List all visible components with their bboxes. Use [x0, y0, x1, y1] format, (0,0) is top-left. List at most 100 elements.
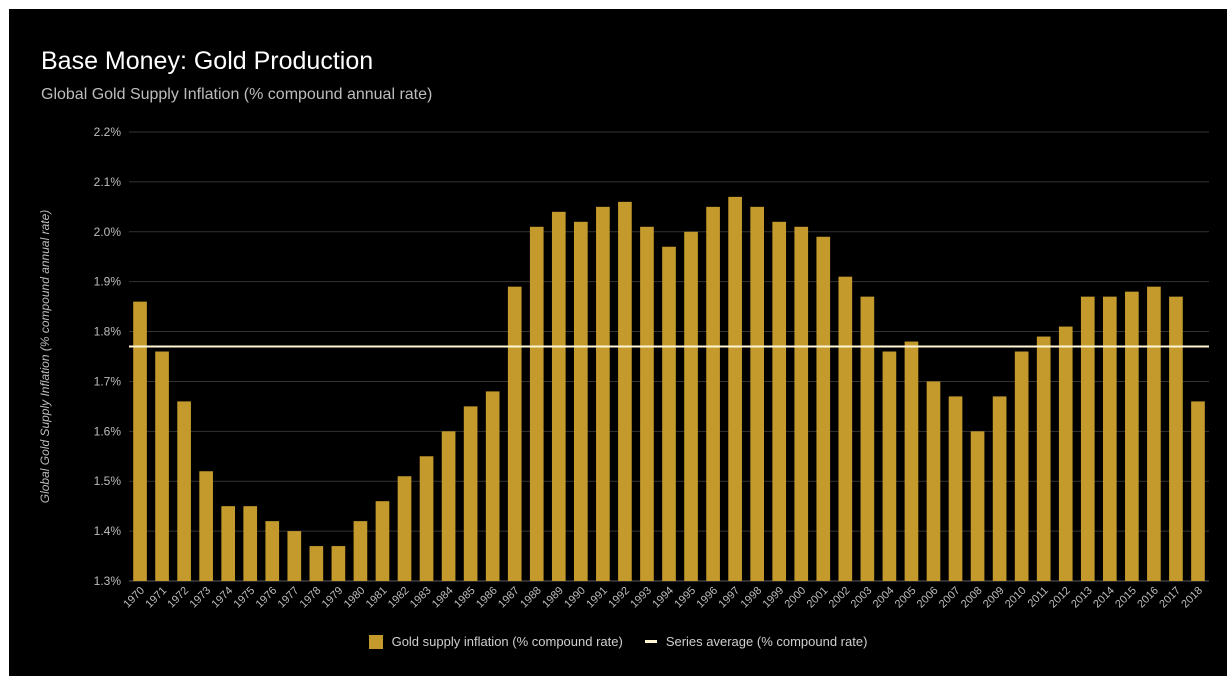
x-tick-label: 1996: [694, 585, 720, 611]
bar: [904, 341, 919, 581]
x-tick-label: 2005: [893, 585, 919, 611]
legend-item-bars[interactable]: Gold supply inflation (% compound rate): [368, 634, 623, 649]
bar-chart: 1.3% 1.4% 1.5% 1.6% 1.7% 1.8% 1.9% 2.0% 2.1% 2.2%…: [38, 125, 1209, 611]
x-tick-label: 2001: [805, 585, 831, 611]
y-tick-label: 1.3%: [94, 574, 122, 588]
bar: [1036, 336, 1051, 581]
x-tick-label: 2007: [937, 585, 963, 611]
x-tick-label: 1985: [452, 585, 478, 611]
bar: [1169, 296, 1183, 581]
bar: [507, 286, 522, 581]
bar: [618, 201, 632, 581]
bar: [1191, 401, 1205, 581]
x-tick-label: 2003: [849, 585, 875, 611]
x-tick-label: 2012: [1047, 585, 1073, 611]
bar: [287, 531, 302, 581]
y-tick-label: 1.4%: [94, 524, 122, 538]
x-tick-label: 1993: [628, 585, 654, 611]
x-tick-label: 1986: [474, 585, 500, 611]
x-tick-label: 1972: [165, 585, 191, 611]
bar: [309, 546, 324, 581]
bar: [838, 276, 853, 581]
bar: [375, 501, 390, 581]
bar: [1058, 326, 1073, 581]
bar: [199, 471, 213, 581]
bar: [750, 206, 764, 582]
bar: [926, 381, 941, 581]
bar: [155, 351, 169, 581]
bar: [1014, 351, 1029, 581]
y-tick-label: 1.9%: [94, 275, 122, 289]
y-tick-label: 1.7%: [94, 374, 122, 388]
bar: [640, 226, 654, 582]
bar: [551, 211, 566, 582]
bar: [970, 431, 985, 581]
x-tick-label: 1995: [672, 585, 698, 611]
bar: [948, 396, 963, 581]
y-tick-label: 1.5%: [94, 474, 122, 488]
x-tick-label: 1975: [232, 585, 258, 611]
y-tick-label: 2.0%: [94, 225, 122, 239]
x-tick-label: 2010: [1003, 585, 1029, 611]
chart-subtitle: Global Gold Supply Inflation (% compound…: [41, 86, 433, 103]
bar: [265, 521, 280, 581]
x-tick-label: 2006: [915, 585, 941, 611]
x-tick-label: 1994: [650, 585, 676, 611]
bar: [794, 226, 809, 582]
x-tick-label: 1998: [738, 585, 764, 611]
x-tick-label: 1974: [210, 585, 236, 611]
x-tick-label: 2016: [1135, 585, 1161, 611]
y-tick-label: 1.6%: [94, 424, 122, 438]
x-tick-label: 2013: [1069, 585, 1095, 611]
x-tick-label: 1976: [254, 585, 280, 611]
y-tick-label: 1.8%: [94, 325, 122, 339]
bar: [706, 206, 720, 582]
x-tick-label: 2017: [1157, 585, 1183, 611]
x-tick-label: 2008: [959, 585, 985, 611]
x-tick-label: 1978: [298, 585, 324, 611]
bar: [574, 221, 588, 582]
x-tick-label: 1981: [364, 585, 390, 611]
x-tick-label: 2004: [871, 585, 897, 611]
x-tick-label: 1983: [408, 585, 434, 611]
bar: [353, 521, 368, 581]
bar: [177, 401, 191, 581]
x-tick-label: 1999: [761, 585, 787, 611]
x-tick-label: 1988: [518, 585, 544, 611]
x-tick-label: 1992: [606, 585, 632, 611]
bar: [419, 456, 434, 581]
bar: [441, 431, 456, 581]
bar: [1147, 286, 1161, 581]
x-tick-label: 1979: [320, 585, 346, 611]
x-tick-label: 1989: [540, 585, 566, 611]
x-tick-label: 1984: [430, 585, 456, 611]
bar: [728, 196, 742, 581]
bar: [397, 476, 412, 581]
x-tick-label: 1970: [121, 585, 147, 611]
legend-label-average: Series average (% compound rate): [665, 634, 868, 649]
legend: Gold supply inflation (% compound rate) …: [9, 634, 1227, 649]
legend-label-bars: Gold supply inflation (% compound rate): [391, 634, 623, 649]
bar: [992, 396, 1007, 581]
bar: [221, 506, 236, 581]
x-tick-label: 1991: [584, 585, 610, 611]
bar: [772, 221, 787, 582]
x-tick-label: 2014: [1091, 585, 1117, 611]
x-tick-label: 2000: [783, 585, 809, 611]
chart-title: Base Money: Gold Production: [41, 47, 374, 75]
legend-swatch-line: [644, 640, 657, 643]
x-tick-label: 1977: [276, 585, 302, 611]
bar: [133, 301, 147, 581]
y-tick-label: 2.2%: [94, 125, 122, 139]
x-tick-label: 1971: [143, 585, 169, 611]
bar: [1125, 291, 1139, 581]
bar: [243, 506, 258, 581]
x-tick-label: 2011: [1026, 585, 1051, 610]
legend-item-average[interactable]: Series average (% compound rate): [644, 634, 868, 649]
bar: [1080, 296, 1095, 581]
x-tick-label: 1973: [187, 585, 213, 611]
bar: [529, 226, 544, 582]
x-tick-label: 2009: [981, 585, 1007, 611]
bar: [1102, 296, 1117, 581]
bar: [662, 246, 676, 581]
